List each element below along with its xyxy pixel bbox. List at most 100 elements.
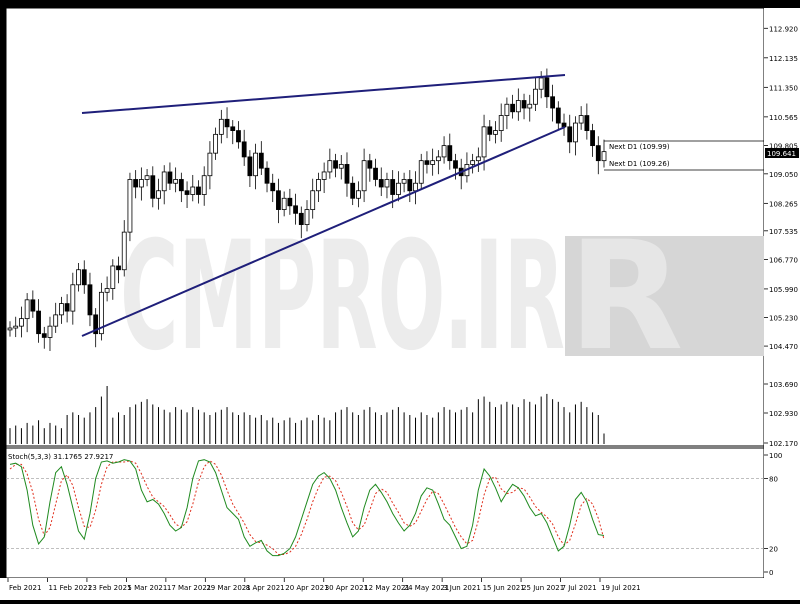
candle[interactable] — [533, 77, 538, 112]
candle[interactable] — [224, 107, 230, 139]
candle[interactable] — [298, 206, 304, 239]
candle[interactable] — [367, 153, 373, 182]
candle[interactable] — [150, 166, 156, 208]
candle[interactable] — [161, 165, 167, 205]
upper-trendline[interactable] — [81, 74, 566, 114]
candle[interactable] — [493, 121, 498, 144]
candle[interactable] — [87, 272, 93, 327]
candle[interactable] — [544, 68, 550, 109]
candle[interactable] — [121, 220, 127, 277]
candle[interactable] — [350, 176, 356, 206]
candle[interactable] — [81, 260, 87, 294]
candle[interactable] — [584, 103, 590, 140]
candle[interactable] — [395, 171, 401, 202]
candle[interactable] — [178, 172, 184, 203]
candle[interactable] — [281, 191, 287, 217]
candle[interactable] — [578, 106, 584, 130]
candle[interactable] — [361, 148, 367, 203]
candle[interactable] — [430, 148, 436, 176]
candle[interactable] — [127, 172, 133, 242]
candle[interactable] — [184, 181, 190, 209]
candle[interactable] — [218, 109, 224, 144]
candle[interactable] — [53, 302, 59, 333]
candle[interactable] — [270, 173, 276, 203]
candle[interactable] — [555, 101, 561, 130]
candle[interactable] — [321, 162, 327, 194]
candle[interactable] — [435, 150, 441, 175]
candle[interactable] — [64, 294, 70, 323]
candle[interactable] — [138, 167, 144, 201]
candle[interactable] — [356, 181, 361, 208]
candle[interactable] — [338, 155, 344, 180]
candle[interactable] — [304, 200, 310, 232]
candle[interactable] — [527, 94, 533, 122]
candle[interactable] — [293, 193, 298, 225]
candle[interactable] — [230, 120, 236, 145]
candle[interactable] — [418, 153, 424, 191]
candle[interactable] — [207, 141, 213, 190]
candle[interactable] — [344, 152, 350, 197]
candle[interactable] — [201, 166, 207, 206]
candle[interactable] — [30, 290, 36, 318]
candle[interactable] — [550, 84, 555, 122]
candle[interactable] — [36, 299, 41, 343]
candle[interactable] — [213, 127, 219, 160]
candle[interactable] — [110, 259, 116, 300]
candle[interactable] — [424, 151, 430, 174]
candle[interactable] — [24, 293, 30, 333]
candle[interactable] — [116, 256, 121, 284]
candle[interactable] — [447, 133, 453, 170]
candle[interactable] — [538, 71, 544, 99]
candle[interactable] — [93, 308, 99, 348]
candle[interactable] — [190, 174, 196, 202]
candle[interactable] — [167, 162, 173, 191]
candle[interactable] — [333, 153, 338, 178]
candle[interactable] — [441, 136, 447, 164]
candle[interactable] — [236, 121, 241, 149]
candle[interactable] — [47, 316, 53, 351]
candle[interactable] — [59, 296, 64, 324]
candle[interactable] — [595, 136, 601, 175]
candle[interactable] — [384, 172, 390, 199]
stoch-main-line[interactable] — [9, 459, 605, 557]
candle[interactable] — [287, 188, 293, 215]
candle[interactable] — [510, 94, 516, 119]
candle[interactable] — [573, 116, 578, 156]
candle[interactable] — [327, 148, 333, 179]
stoch-signal-line[interactable] — [9, 460, 605, 555]
candle[interactable] — [258, 141, 264, 175]
candle[interactable] — [253, 143, 258, 190]
candle[interactable] — [156, 178, 161, 210]
candle[interactable] — [76, 262, 81, 292]
candle[interactable] — [7, 321, 13, 337]
candle[interactable] — [241, 129, 247, 166]
candle[interactable] — [601, 139, 607, 168]
candle[interactable] — [13, 316, 19, 338]
candle[interactable] — [515, 88, 521, 121]
candle[interactable] — [590, 123, 595, 157]
candle[interactable] — [247, 150, 253, 187]
candle[interactable] — [70, 272, 76, 325]
candle[interactable] — [401, 172, 407, 193]
candle[interactable] — [567, 114, 573, 154]
candle[interactable] — [144, 168, 150, 187]
lower-trendline[interactable] — [81, 126, 566, 337]
candle[interactable] — [19, 306, 24, 338]
candle[interactable] — [276, 178, 281, 224]
candle[interactable] — [133, 170, 139, 199]
candle[interactable] — [521, 93, 527, 120]
candle[interactable] — [487, 120, 493, 142]
candle[interactable] — [316, 172, 321, 203]
candle[interactable] — [98, 282, 104, 341]
candle[interactable] — [41, 326, 47, 349]
candle[interactable] — [104, 276, 110, 302]
candle[interactable] — [407, 170, 413, 203]
candle[interactable] — [173, 167, 179, 193]
candle[interactable] — [504, 97, 510, 130]
candle[interactable] — [470, 153, 476, 174]
candle[interactable] — [264, 161, 270, 193]
candle[interactable] — [373, 158, 378, 187]
candle[interactable] — [310, 178, 316, 219]
candle[interactable] — [378, 167, 384, 197]
